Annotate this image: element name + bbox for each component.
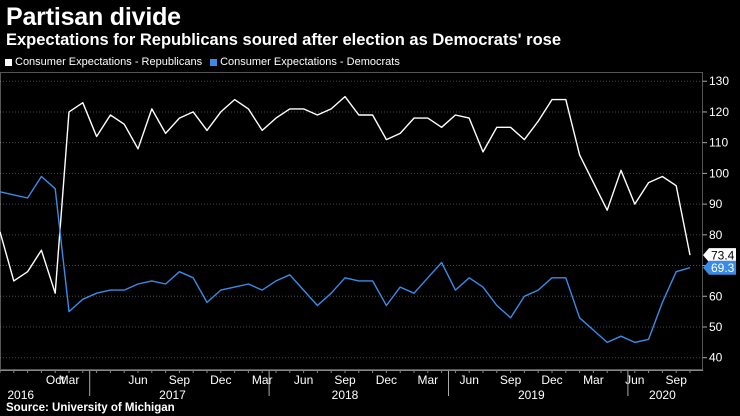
end-label-republicans: 73.4 bbox=[711, 249, 735, 263]
source-note: Source: University of Michigan bbox=[6, 402, 175, 414]
y-tick-label: 40 bbox=[709, 351, 723, 365]
end-label-bg-republicans bbox=[703, 248, 736, 263]
series-line-democrats bbox=[0, 175, 691, 344]
year-label: 2018 bbox=[332, 388, 359, 402]
x-tick-label: Oct bbox=[46, 373, 65, 387]
x-tick-label: Jun bbox=[460, 373, 479, 387]
x-tick-label: Mar bbox=[252, 373, 273, 387]
x-tick-label: Mar bbox=[583, 373, 604, 387]
x-tick-label: Dec bbox=[541, 373, 562, 387]
x-tick-label: Sep bbox=[334, 373, 356, 387]
x-tick-label: Sep bbox=[666, 373, 688, 387]
y-tick-label: 90 bbox=[709, 197, 723, 211]
x-tick-label: Jun bbox=[294, 373, 313, 387]
year-label: 2016 bbox=[7, 388, 34, 402]
y-tick-label: 130 bbox=[709, 74, 729, 88]
y-tick-label: 80 bbox=[709, 228, 723, 242]
y-tick-label: 110 bbox=[709, 136, 728, 150]
end-label-democrats: 69.3 bbox=[711, 261, 735, 275]
legend-item-republicans: Consumer Expectations - Republicans bbox=[5, 56, 202, 68]
x-tick-label: Jun bbox=[625, 373, 644, 387]
x-tick-label: Jun bbox=[128, 373, 147, 387]
end-label-bg-democrats bbox=[703, 260, 736, 275]
x-tick-label: Mar bbox=[59, 373, 80, 387]
year-label: 2020 bbox=[649, 388, 676, 402]
year-label: 2017 bbox=[159, 388, 186, 402]
y-tick-label: 50 bbox=[709, 320, 723, 334]
series-line-republicans bbox=[0, 95, 691, 294]
plot-frame bbox=[0, 72, 703, 370]
x-tick-label: Dec bbox=[210, 373, 231, 387]
legend: Consumer Expectations - Republicans Cons… bbox=[5, 56, 400, 68]
legend-label-democrats: Consumer Expectations - Democrats bbox=[220, 56, 400, 68]
y-tick-label: 60 bbox=[709, 289, 723, 303]
x-tick-label: Dec bbox=[376, 373, 397, 387]
x-tick-label: Mar bbox=[417, 373, 438, 387]
x-tick-label: Sep bbox=[500, 373, 522, 387]
legend-label-republicans: Consumer Expectations - Republicans bbox=[15, 56, 203, 68]
y-tick-label: 120 bbox=[709, 105, 729, 119]
y-tick-label: 100 bbox=[709, 166, 729, 180]
legend-item-democrats: Consumer Expectations - Democrats bbox=[210, 56, 400, 68]
x-tick-label: Sep bbox=[169, 373, 191, 387]
legend-swatch-republicans bbox=[5, 58, 12, 66]
chart-title: Partisan divide bbox=[6, 3, 181, 31]
legend-swatch-democrats bbox=[210, 58, 218, 66]
year-label: 2019 bbox=[518, 388, 545, 402]
chart-subtitle: Expectations for Republicans soured afte… bbox=[6, 31, 562, 49]
